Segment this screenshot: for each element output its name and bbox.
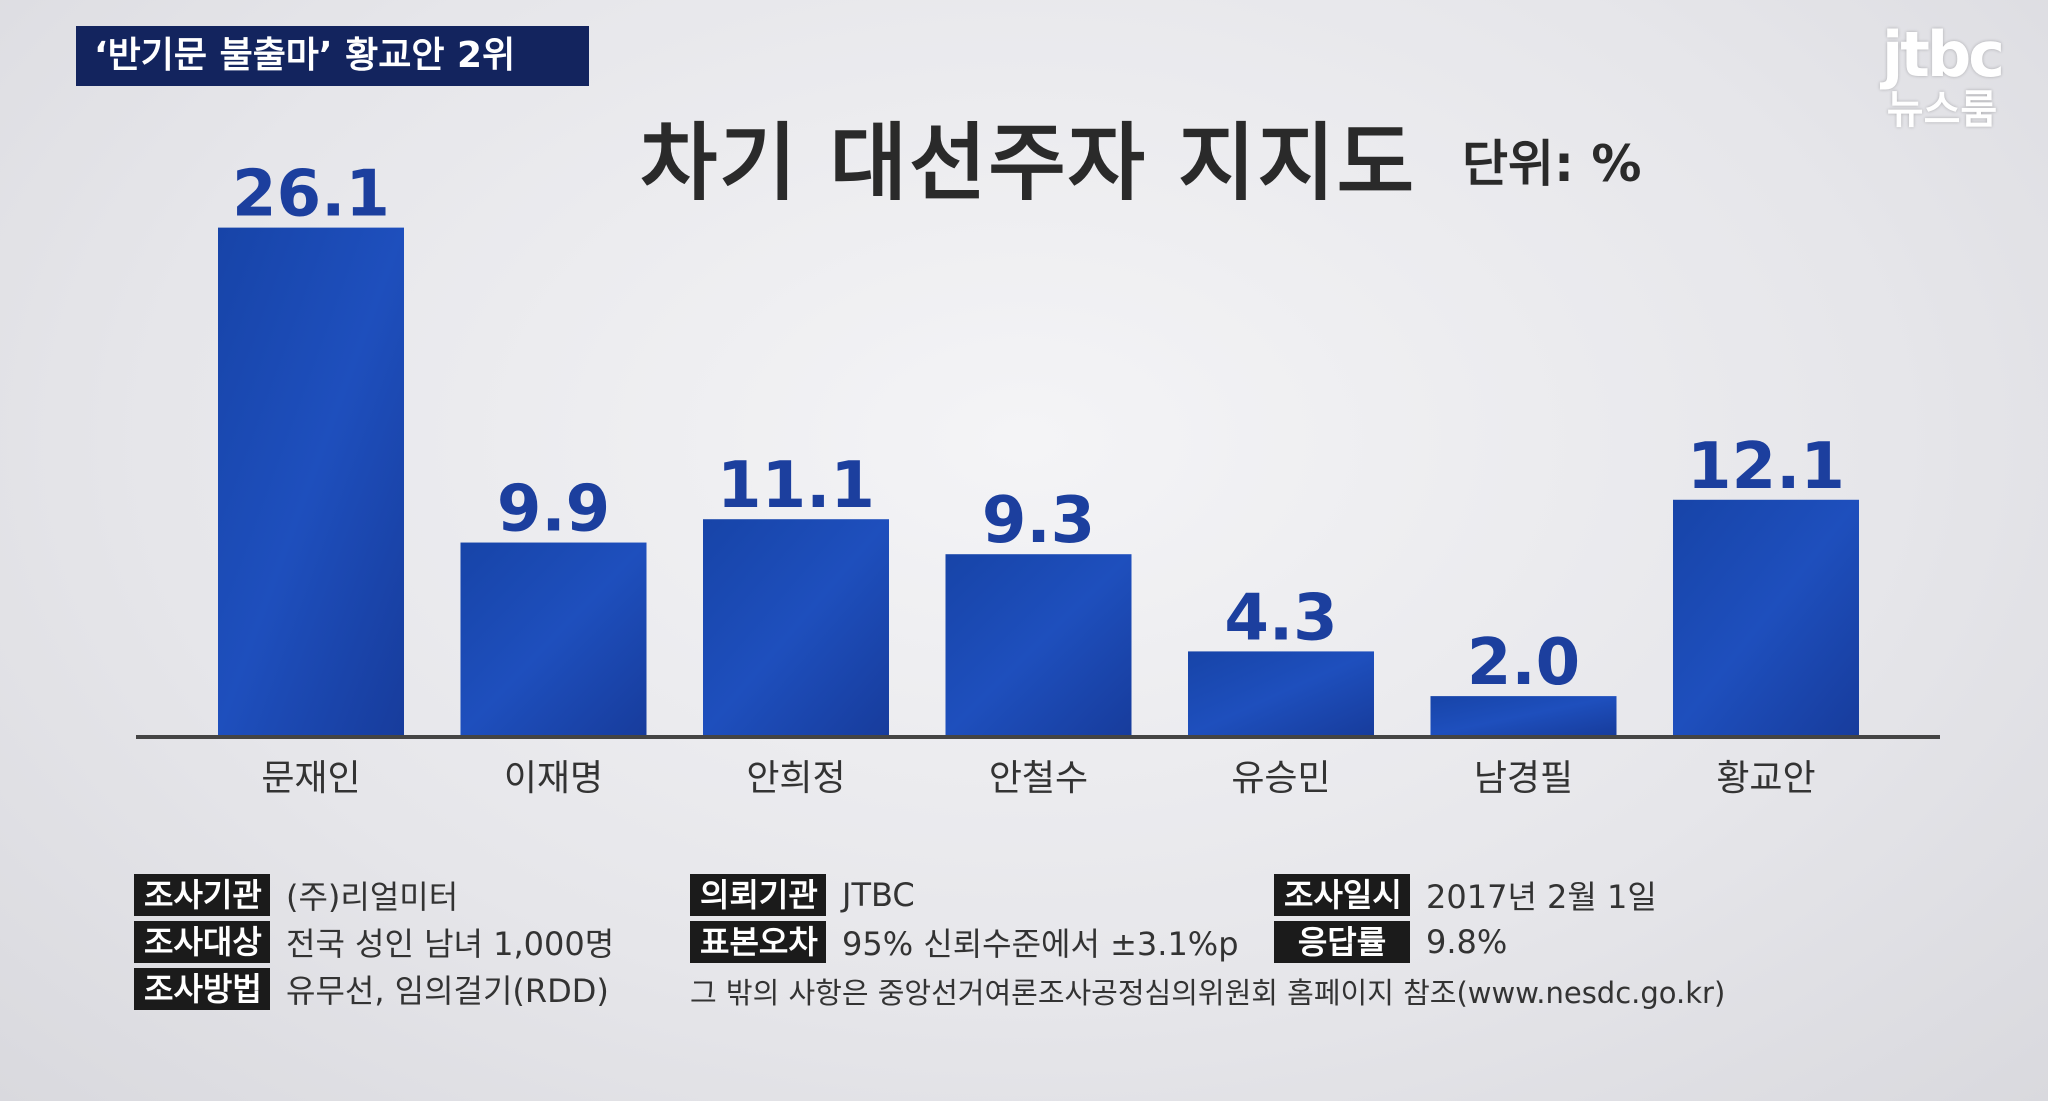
bar-안희정 [703,519,889,735]
value-label: 26.1 [232,158,390,232]
unit-label: 단위: % [1462,135,1642,193]
category-label: 안희정 [746,758,845,799]
survey-info-right: 조사일시 2017년 2월 1일 응답률 9.8% [1274,873,1657,967]
survey-row-org: 조사기관 (주)리얼미터 [134,873,614,917]
method-value: 유무선, 임의걸기(RDD) [286,972,609,1010]
error-tag: 표본오차 [690,921,826,963]
bar-유승민 [1188,651,1374,735]
headline-banner: ‘반기문 불출마’ 황교안 2위 [76,26,589,86]
category-label: 유승민 [1231,758,1330,799]
survey-info-left: 조사기관 (주)리얼미터 조사대상 전국 성인 남녀 1,000명 조사방법 유… [134,873,614,1014]
org-value: (주)리얼미터 [286,878,459,916]
logo-sub: 뉴스룸 [1886,87,1998,133]
survey-row-target: 조사대상 전국 성인 남녀 1,000명 [134,920,614,964]
bar-chart: 26.1 문재인 9.9 이재명 11.1 안희정 9.3 안철수 4.3 유승민 2.0 남경필 12… [136,158,1940,799]
survey-row-date: 조사일시 2017년 2월 1일 [1274,873,1657,917]
survey-row-error: 표본오차 95% 신뢰수준에서 ±3.1%p [690,920,1239,964]
survey-row-response: 응답률 9.8% [1274,920,1657,964]
survey-info-middle: 의뢰기관 JTBC 표본오차 95% 신뢰수준에서 ±3.1%p [690,873,1239,967]
value-label: 12.1 [1687,430,1845,504]
jtbc-logo: jtbc 뉴스룸 [1872,18,2012,133]
target-value: 전국 성인 남녀 1,000명 [286,925,615,963]
value-label: 9.9 [497,473,610,547]
survey-row-method: 조사방법 유무선, 임의걸기(RDD) [134,967,614,1011]
target-tag: 조사대상 [134,921,270,963]
chart-title: 차기 대선주자 지지도 [640,114,1417,212]
value-label: 2.0 [1467,626,1580,700]
category-label: 이재명 [504,758,603,799]
value-label: 9.3 [982,484,1095,558]
bar-이재명 [460,542,647,735]
date-value: 2017년 2월 1일 [1426,878,1657,916]
logo-main: jtbc [1881,18,2005,91]
bar-문재인 [218,227,404,735]
value-label: 4.3 [1224,581,1337,655]
category-label: 황교안 [1716,758,1815,799]
bar-남경필 [1430,696,1617,735]
client-value: JTBC [842,876,915,914]
response-tag: 응답률 [1274,921,1410,963]
value-label: 11.1 [717,449,875,523]
method-tag: 조사방법 [134,968,270,1010]
error-value: 95% 신뢰수준에서 ±3.1%p [842,925,1239,963]
category-label: 안철수 [989,758,1088,799]
org-tag: 조사기관 [134,874,270,916]
bar-황교안 [1673,499,1859,735]
category-label: 문재인 [261,758,360,799]
date-tag: 조사일시 [1274,874,1410,916]
category-label: 남경필 [1474,758,1573,799]
response-value: 9.8% [1426,923,1508,961]
survey-row-client: 의뢰기관 JTBC [690,873,1239,917]
survey-note: 그 밖의 사항은 중앙선거여론조사공정심의위원회 홈페이지 참조(www.nes… [690,976,1726,1010]
bar-안철수 [945,554,1132,735]
client-tag: 의뢰기관 [690,874,826,916]
